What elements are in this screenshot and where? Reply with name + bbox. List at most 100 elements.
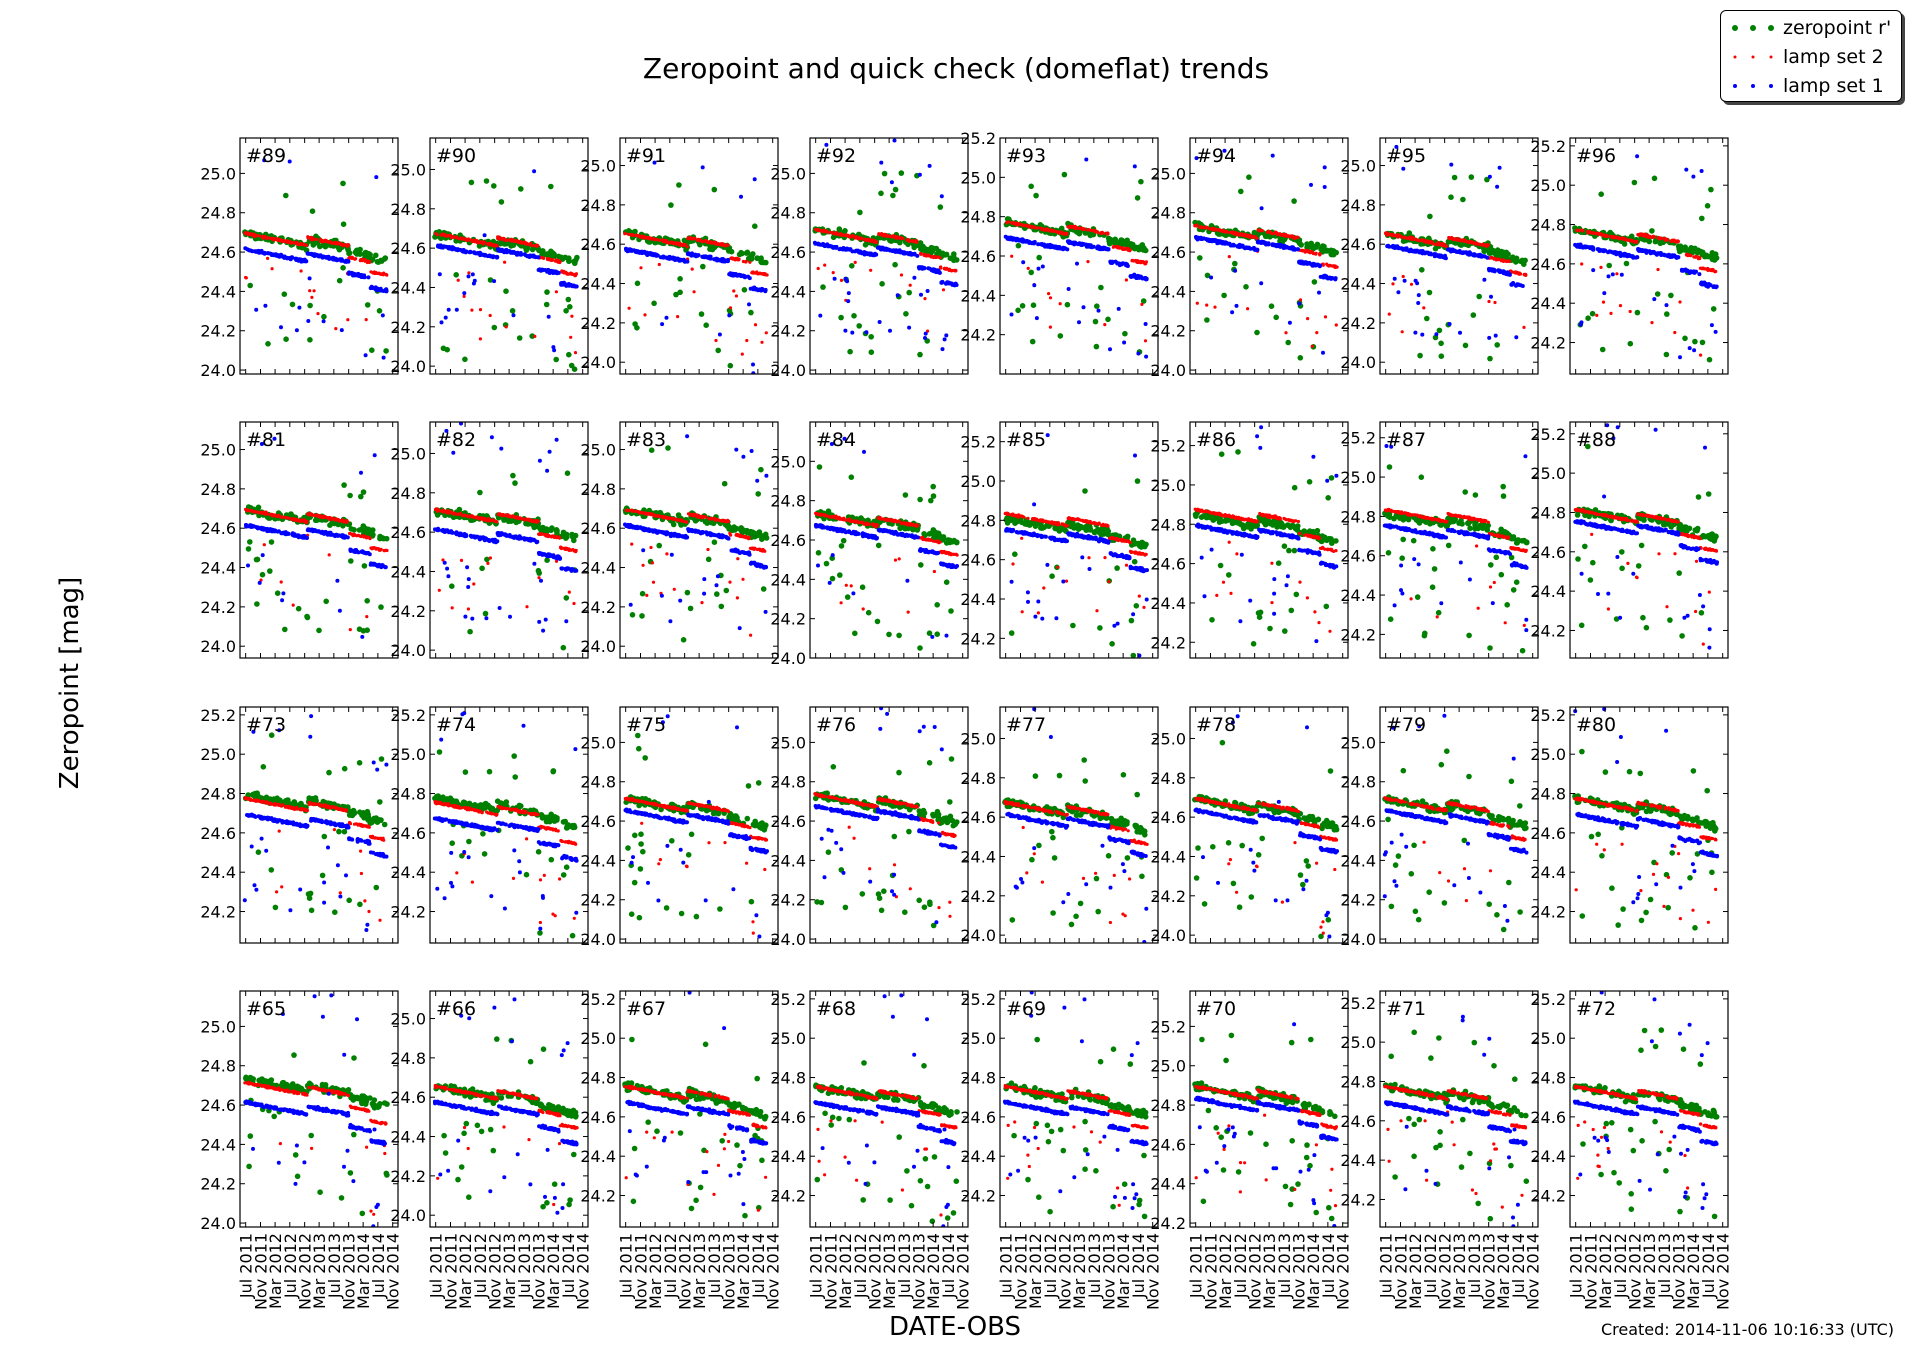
lamp-set-2-point: [1090, 228, 1094, 232]
zeropoint-point: [1706, 356, 1713, 363]
lamp-set-2-point: [758, 271, 762, 275]
lamp-set-1-point: [1482, 277, 1487, 282]
lamp-set-2-point: [1493, 300, 1497, 305]
zeropoint-point: [1510, 254, 1516, 260]
lamp-set-2-point: [286, 240, 290, 244]
zeropoint-point: [743, 250, 750, 256]
lamp-set-2-point: [1048, 296, 1053, 300]
lamp-set-2-point: [472, 239, 476, 243]
lamp-set-1-point: [1115, 261, 1120, 266]
lamp-set-2-point: [1449, 236, 1453, 241]
lamp-set-2-point: [930, 255, 934, 259]
lamp-set-1-point: [932, 267, 937, 272]
zeropoint-point: [1451, 174, 1458, 181]
lamp-set-1-point: [869, 252, 874, 257]
zeropoint-point: [1238, 188, 1244, 195]
lamp-set-1-point: [1016, 238, 1021, 242]
lamp-set-2-point: [1334, 323, 1338, 327]
lamp-set-1-point: [307, 251, 312, 256]
lamp-set-2-point: [692, 290, 696, 294]
lamp-set-2-point: [1601, 300, 1606, 304]
lamp-set-1-point: [905, 251, 910, 256]
lamp-set-2-point: [1116, 245, 1120, 249]
lamp-set-1-point: [667, 256, 672, 260]
lamp-set-2-point: [832, 231, 836, 236]
lamp-set-1-point: [1329, 276, 1333, 281]
chart-title: Zeropoint and quick check (domeflat) tre…: [0, 52, 1912, 85]
lamp-set-2-point: [623, 232, 627, 236]
lamp-set-2-point: [1048, 325, 1052, 329]
lamp-set-1-point: [674, 257, 679, 262]
lamp-set-2-point: [1392, 234, 1396, 238]
lamp-set-1-point: [654, 253, 659, 258]
lamp-set-1-point: [1434, 332, 1439, 337]
zeropoint-point: [1061, 171, 1068, 178]
lamp-set-1-point: [695, 253, 700, 258]
zeropoint-point: [903, 311, 909, 317]
lamp-set-2-point: [869, 239, 874, 243]
lamp-set-1-point: [739, 194, 743, 199]
panel-label: #92: [816, 145, 856, 167]
lamp-set-2-point: [914, 240, 918, 244]
lamp-set-1-point: [895, 293, 900, 298]
zeropoint-point: [1093, 343, 1100, 350]
lamp-set-1-point: [818, 242, 823, 247]
lamp-set-1-point: [304, 259, 309, 264]
zeropoint-point: [726, 248, 732, 254]
lamp-set-2-point: [1127, 247, 1131, 251]
lamp-set-2-point: [475, 239, 479, 243]
y-tick-label: 24.6: [580, 235, 616, 254]
lamp-set-1-point: [927, 163, 932, 168]
lamp-set-2-point: [1487, 299, 1491, 304]
lamp-set-2-point: [1281, 233, 1285, 237]
lamp-set-2-point: [1327, 264, 1331, 268]
zeropoint-point: [1291, 198, 1297, 204]
lamp-set-2-point: [567, 272, 572, 276]
lamp-set-1-point: [297, 305, 302, 310]
panel-points: [1572, 154, 1720, 363]
zeropoint-point: [1432, 245, 1439, 252]
lamp-set-2-point: [1586, 229, 1590, 233]
zeropoint-point: [1419, 267, 1425, 273]
y-tick-label: 24.0: [1150, 361, 1186, 380]
lamp-set-1-point: [1651, 250, 1656, 254]
lamp-set-1-point: [355, 273, 360, 278]
zeropoint-point: [283, 192, 289, 199]
lamp-set-2-point: [363, 259, 367, 263]
lamp-set-1-point: [527, 255, 532, 259]
lamp-set-1-point: [1447, 322, 1452, 326]
lamp-set-1-point: [1292, 247, 1297, 252]
lamp-set-2-point: [1650, 321, 1654, 325]
zeropoint-point: [462, 356, 468, 363]
lamp-set-1-point: [887, 247, 892, 252]
lamp-set-1-point: [1263, 240, 1268, 245]
lamp-set-1-point: [321, 319, 326, 324]
lamp-set-1-point: [481, 252, 486, 257]
lamp-set-2-point: [869, 268, 873, 272]
lamp-set-1-point: [1309, 182, 1313, 187]
lamp-set-1-point: [546, 314, 551, 319]
lamp-set-1-point: [689, 253, 694, 258]
lamp-set-2-point: [1246, 307, 1250, 311]
lamp-set-1-point: [1031, 241, 1036, 246]
lamp-set-1-point: [1455, 249, 1460, 254]
lamp-set-1-point: [1678, 355, 1682, 360]
lamp-set-1-point: [437, 272, 442, 277]
lamp-set-2-point: [312, 289, 316, 293]
zeropoint-point: [1585, 315, 1591, 322]
lamp-set-2-point: [511, 238, 515, 242]
zeropoint-point: [550, 252, 557, 259]
lamp-set-1-point: [1333, 276, 1338, 281]
zeropoint-point: [283, 336, 289, 343]
zeropoint-point: [1503, 249, 1510, 256]
lamp-set-1-point: [864, 330, 869, 335]
zeropoint-point: [1424, 315, 1430, 322]
lamp-set-2-point: [1621, 237, 1626, 241]
lamp-set-1-point: [1403, 247, 1408, 252]
lamp-set-1-point: [1259, 240, 1263, 245]
zeropoint-point: [340, 221, 347, 227]
lamp-set-2-point: [1581, 229, 1585, 233]
zeropoint-point: [1710, 306, 1717, 312]
